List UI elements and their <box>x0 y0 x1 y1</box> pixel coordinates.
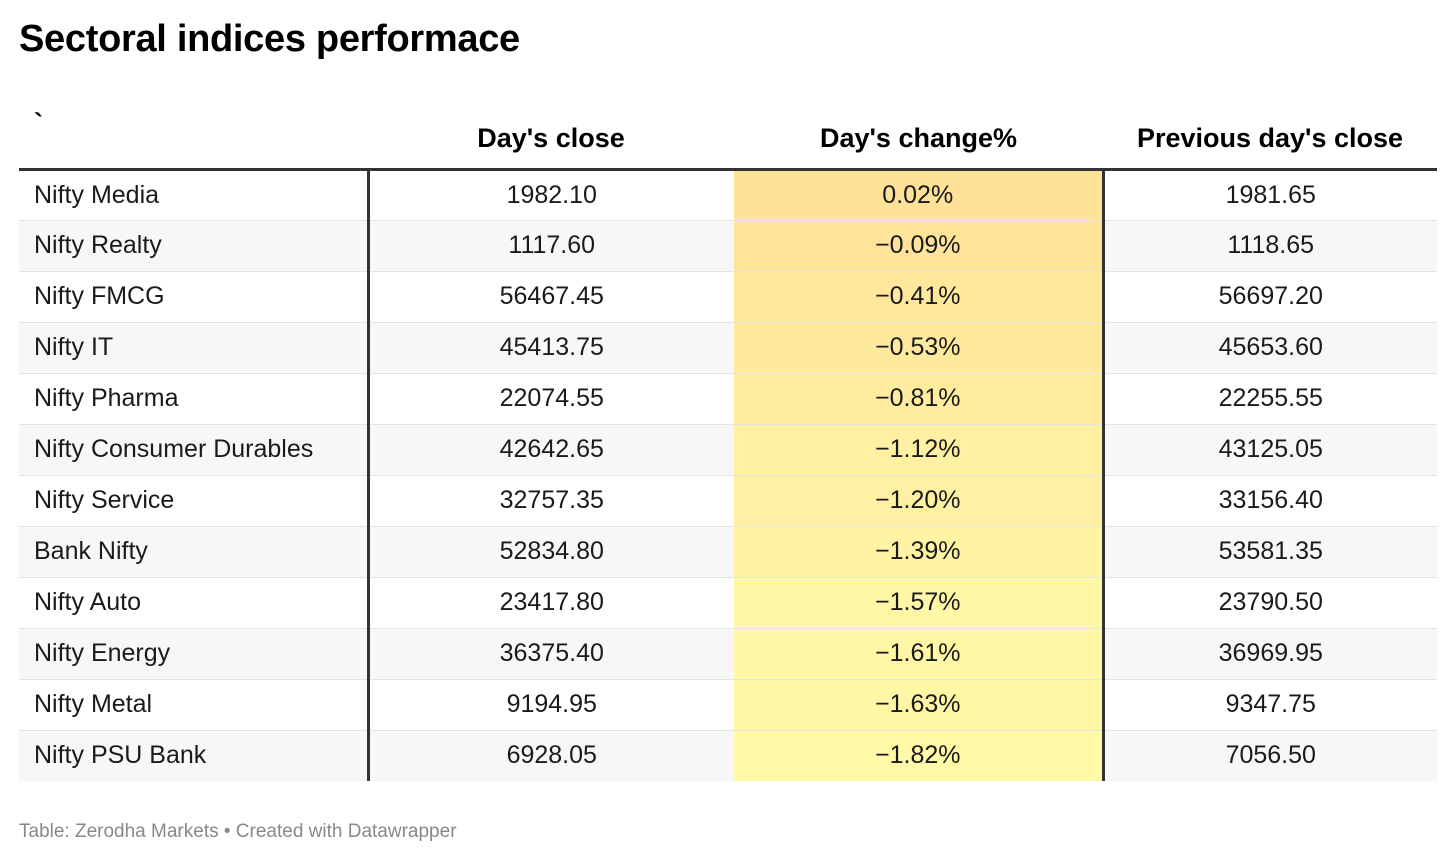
previous-close-cell: 36969.95 <box>1103 628 1437 680</box>
table-row: Nifty Media 1982.10 0.02% 1981.65 <box>19 169 1437 221</box>
previous-close-cell: 53581.35 <box>1103 526 1437 578</box>
days-change-cell: −0.09% <box>734 220 1105 272</box>
days-close-cell: 56467.45 <box>368 271 734 323</box>
table-row: Nifty Service 32757.35 −1.20% 33156.40 <box>19 475 1437 527</box>
days-close-cell: 9194.95 <box>368 679 734 731</box>
days-change-cell: −1.61% <box>734 628 1105 680</box>
table-row: Nifty Auto 23417.80 −1.57% 23790.50 <box>19 577 1437 629</box>
days-close-cell: 32757.35 <box>368 475 734 527</box>
table-row: Nifty PSU Bank 6928.05 −1.82% 7056.50 <box>19 730 1437 781</box>
days-change-cell: −0.81% <box>734 373 1105 425</box>
table-row: Nifty Energy 36375.40 −1.61% 36969.95 <box>19 628 1437 680</box>
table-row: Nifty Pharma 22074.55 −0.81% 22255.55 <box>19 373 1437 425</box>
previous-close-cell: 22255.55 <box>1103 373 1437 425</box>
previous-close-cell: 7056.50 <box>1103 730 1437 781</box>
table-header-row: ` Day's close Day's change% Previous day… <box>19 100 1437 171</box>
table-row: Nifty IT 45413.75 −0.53% 45653.60 <box>19 322 1437 374</box>
previous-close-cell: 33156.40 <box>1103 475 1437 527</box>
days-change-cell: −0.53% <box>734 322 1105 374</box>
days-close-cell: 52834.80 <box>368 526 734 578</box>
previous-close-cell: 1981.65 <box>1103 169 1437 221</box>
days-close-cell: 42642.65 <box>368 424 734 476</box>
table-row: Nifty Metal 9194.95 −1.63% 9347.75 <box>19 679 1437 731</box>
previous-close-cell: 9347.75 <box>1103 679 1437 731</box>
table-row: Bank Nifty 52834.80 −1.39% 53581.35 <box>19 526 1437 578</box>
previous-close-cell: 23790.50 <box>1103 577 1437 629</box>
index-name-cell: Nifty Consumer Durables <box>19 424 370 476</box>
days-close-cell: 1117.60 <box>368 220 734 272</box>
previous-close-cell: 56697.20 <box>1103 271 1437 323</box>
chart-title: Sectoral indices performace <box>19 18 520 60</box>
source-note: Table: Zerodha Markets • Created with Da… <box>19 821 457 842</box>
days-close-cell: 22074.55 <box>368 373 734 425</box>
days-close-cell: 36375.40 <box>368 628 734 680</box>
sectoral-indices-table: ` Day's close Day's change% Previous day… <box>19 100 1437 781</box>
index-name-cell: Nifty Realty <box>19 220 370 272</box>
days-change-cell: −1.63% <box>734 679 1105 731</box>
previous-close-cell: 1118.65 <box>1103 220 1437 272</box>
index-name-cell: Nifty Auto <box>19 577 370 629</box>
index-name-cell: Nifty IT <box>19 322 370 374</box>
table-row: Nifty Consumer Durables 42642.65 −1.12% 431… <box>19 424 1437 476</box>
table-row: Nifty Realty 1117.60 −0.09% 1118.65 <box>19 220 1437 272</box>
days-change-cell: −0.41% <box>734 271 1105 323</box>
days-close-cell: 23417.80 <box>368 577 734 629</box>
column-header-previous-close[interactable]: Previous day's close <box>1103 100 1437 171</box>
previous-close-cell: 43125.05 <box>1103 424 1437 476</box>
index-name-cell: Nifty PSU Bank <box>19 730 370 781</box>
previous-close-cell: 45653.60 <box>1103 322 1437 374</box>
column-header-days-close[interactable]: Day's close <box>368 100 734 171</box>
days-change-cell: −1.12% <box>734 424 1105 476</box>
index-name-cell: Nifty Energy <box>19 628 370 680</box>
column-header-days-change[interactable]: Day's change% <box>734 100 1103 171</box>
days-change-cell: −1.20% <box>734 475 1105 527</box>
days-close-cell: 45413.75 <box>368 322 734 374</box>
days-close-cell: 6928.05 <box>368 730 734 781</box>
index-name-cell: Nifty Pharma <box>19 373 370 425</box>
column-header-index[interactable]: ` <box>19 100 368 171</box>
index-name-cell: Nifty Media <box>19 169 370 221</box>
table-body: Nifty Media 1982.10 0.02% 1981.65 Nifty Real… <box>19 169 1437 781</box>
index-name-cell: Nifty Service <box>19 475 370 527</box>
days-close-cell: 1982.10 <box>368 169 734 221</box>
index-name-cell: Nifty FMCG <box>19 271 370 323</box>
days-change-cell: −1.39% <box>734 526 1105 578</box>
days-change-cell: −1.82% <box>734 730 1105 781</box>
days-change-cell: 0.02% <box>734 169 1105 221</box>
index-name-cell: Nifty Metal <box>19 679 370 731</box>
table-row: Nifty FMCG 56467.45 −0.41% 56697.20 <box>19 271 1437 323</box>
index-name-cell: Bank Nifty <box>19 526 370 578</box>
days-change-cell: −1.57% <box>734 577 1105 629</box>
